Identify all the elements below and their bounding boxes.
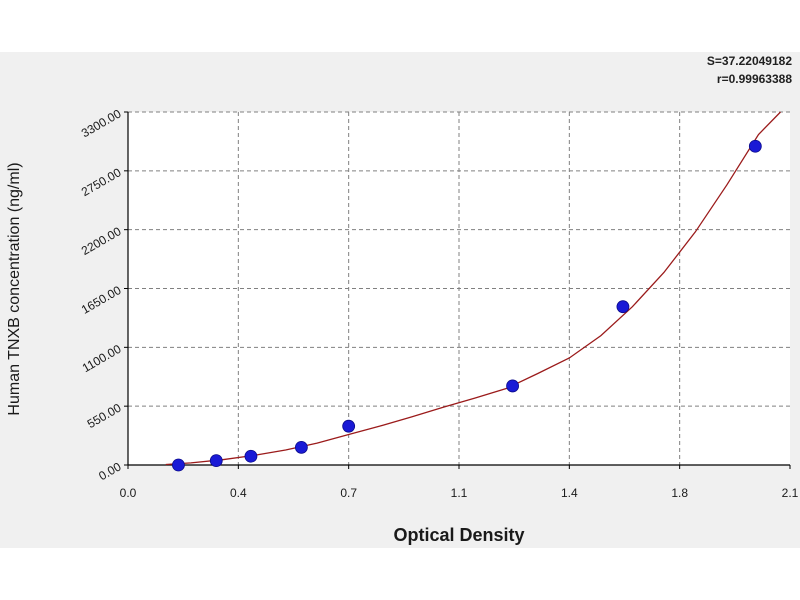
x-tick-labels: 0.0 0.4 0.7 1.1 1.4 1.8 2.1 — [120, 486, 799, 500]
x-tick-label: 0.4 — [230, 486, 247, 500]
y-tick-label: 1100.00 — [80, 342, 124, 376]
r-value: r=0.99963388 — [716, 72, 792, 86]
y-tick-label: 1650.00 — [79, 283, 124, 317]
axes — [124, 111, 791, 469]
y-tick-label: 2750.00 — [79, 165, 124, 199]
y-tick-label: 2200.00 — [79, 224, 124, 258]
y-tick-label: 0.00 — [96, 459, 124, 483]
y-tick-labels: 0.00 550.00 1100.00 1650.00 2200.00 2750.00 33… — [79, 106, 124, 483]
s-value: S=37.22049182 — [706, 54, 792, 68]
x-tick-label: 2.1 — [782, 486, 799, 500]
x-tick-label: 1.4 — [561, 486, 578, 500]
x-axis-label: Optical Density — [393, 525, 524, 545]
data-point — [244, 449, 258, 463]
grid-lines — [128, 111, 790, 465]
data-point — [748, 139, 762, 153]
data-point — [172, 458, 185, 472]
x-tick-label: 1.1 — [451, 486, 468, 500]
fit-statistics: S=37.22049182 r=0.99963388 — [707, 52, 792, 88]
data-point — [209, 454, 223, 468]
data-point — [342, 419, 356, 433]
x-tick-label: 1.8 — [671, 486, 688, 500]
x-tick-label: 0.7 — [340, 486, 357, 500]
y-tick-label: 3300.00 — [79, 106, 124, 140]
data-point — [506, 379, 519, 393]
data-points — [172, 139, 762, 472]
y-axis-label: Human TNXB concentration (ng/ml) — [6, 162, 23, 415]
fit-curve — [165, 111, 781, 466]
data-point — [616, 300, 630, 314]
x-tick-label: 0.0 — [120, 486, 137, 500]
y-tick-label: 550.00 — [85, 400, 124, 431]
data-point — [294, 440, 308, 454]
